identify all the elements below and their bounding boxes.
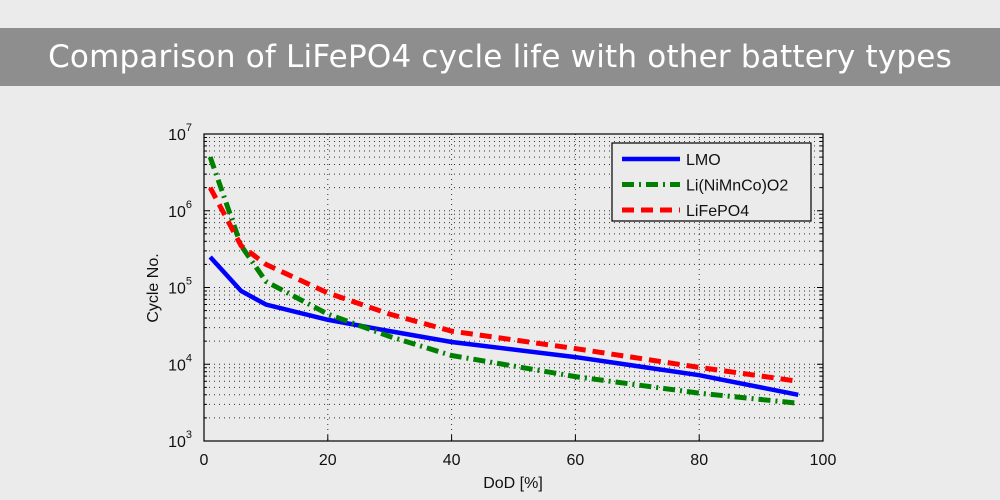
- y-tick-label: 105: [168, 276, 192, 298]
- series-line-li-nimnco-o2: [207, 156, 799, 406]
- y-tick-label: 107: [168, 122, 192, 144]
- legend: LMO Li(NiMnCo)O2 LiFePO4: [611, 142, 812, 222]
- chart-title: Comparison of LiFePO4 cycle life with ot…: [48, 39, 952, 75]
- y-tick-label: 103: [168, 429, 192, 451]
- x-tick-label: 60: [567, 452, 585, 469]
- series-line-lifepo4: [207, 186, 799, 384]
- x-tick-label: 20: [319, 452, 337, 469]
- y-axis-label: Cycle No.: [145, 253, 162, 322]
- title-banner: Comparison of LiFePO4 cycle life with ot…: [0, 28, 1000, 86]
- legend-label: Li(NiMnCo)O2: [686, 178, 788, 195]
- legend-label: LMO: [686, 152, 721, 169]
- x-tick-label: 100: [810, 452, 837, 469]
- legend-label: LiFePO4: [686, 203, 749, 220]
- x-tick-label: 40: [443, 452, 461, 469]
- y-tick-label: 104: [168, 352, 192, 374]
- x-tick-label: 0: [200, 452, 209, 469]
- x-axis-label: DoD [%]: [483, 475, 543, 492]
- y-tick-label: 106: [168, 199, 192, 221]
- series-line-lmo: [208, 255, 799, 397]
- x-tick-label: 80: [690, 452, 708, 469]
